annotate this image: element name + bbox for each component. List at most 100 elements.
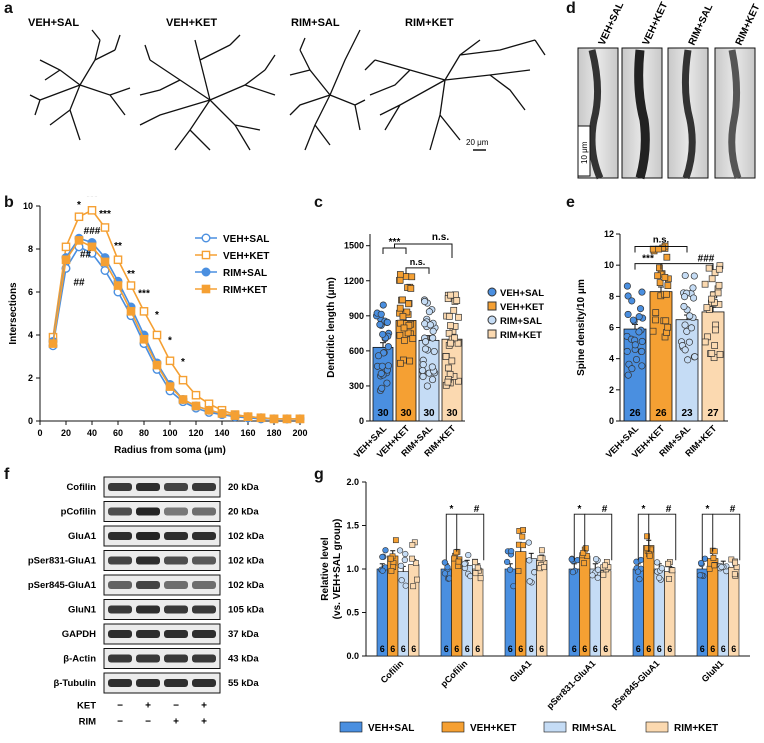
g-legend-swatch	[339, 721, 363, 733]
panel-d-label-1: VEH+KET	[641, 1, 671, 48]
g-dot	[409, 542, 416, 548]
g-dot	[656, 574, 663, 581]
f-band	[136, 556, 160, 565]
e-y-tick-label: 6	[609, 323, 614, 333]
f-ket-label: KET	[77, 701, 96, 712]
b-point	[61, 242, 71, 252]
c-dot	[421, 297, 429, 306]
c-dot	[425, 308, 433, 316]
c-dot	[376, 321, 384, 329]
b-legend-label: VEH+KET	[223, 251, 269, 262]
c-dot	[421, 345, 430, 353]
e-dot	[656, 264, 663, 272]
panel-letter-g: g	[314, 466, 324, 483]
g-legend-label: RIM+KET	[674, 723, 718, 734]
f-band	[164, 532, 188, 540]
c-dot	[379, 330, 387, 338]
c-dot	[400, 324, 408, 332]
b-annotation: ***	[138, 288, 150, 299]
e-dot	[690, 272, 698, 280]
g-dot	[537, 555, 544, 562]
c-dot	[447, 322, 454, 329]
b-x-tick-label: 80	[139, 428, 149, 438]
g-bar	[376, 568, 388, 657]
f-protein-label: GluN1	[68, 605, 97, 616]
c-y-tick-label: 0	[359, 416, 364, 426]
c-dot	[384, 343, 392, 351]
b-annotation: ***	[99, 209, 111, 220]
b-point	[191, 390, 201, 400]
f-band	[136, 581, 160, 589]
g-dot	[711, 548, 718, 555]
e-dot	[664, 282, 672, 289]
f-band	[192, 556, 216, 565]
c-dot	[377, 369, 385, 378]
e-sig-label: ***	[642, 254, 654, 265]
c-sig-bracket	[405, 267, 430, 274]
g-n-label: 6	[454, 644, 459, 654]
g-legend-label: VEH+KET	[470, 723, 516, 734]
g-category-label: pSer845-GluA1	[609, 658, 662, 711]
g-dot	[666, 576, 672, 582]
c-dot	[421, 320, 429, 328]
b-point	[87, 242, 97, 252]
c-dot	[374, 352, 383, 360]
f-band	[108, 532, 132, 540]
g-dot	[580, 550, 587, 556]
g-legend-label: VEH+SAL	[368, 723, 414, 734]
e-n-label: 26	[655, 408, 667, 419]
e-dot	[681, 293, 689, 301]
g-n-label: 6	[667, 644, 672, 654]
f-protein-label: pSer845-GluA1	[28, 580, 97, 591]
b-legend-marker	[201, 267, 211, 277]
e-y-axis-label: Spine density/10 μm	[576, 279, 587, 376]
e-sig-bracket	[634, 245, 688, 253]
f-kda-label: 20 kDa	[228, 482, 259, 493]
neuron-veh-sal	[29, 29, 131, 141]
b-point	[126, 281, 136, 290]
g-dot	[477, 575, 484, 582]
g-dot	[634, 568, 642, 575]
g-n-label: 6	[593, 644, 598, 654]
panel-d-spine-images: VEH+SAL VEH+KET RIM+SAL RIM+KET 10 μm	[577, 1, 762, 180]
c-dot	[450, 306, 458, 314]
b-legend-marker	[201, 250, 211, 260]
c-dot	[428, 363, 436, 371]
b-point	[113, 281, 123, 290]
f-rim-label: RIM	[79, 717, 97, 728]
f-band	[192, 532, 216, 540]
f-protein-label: pCofilin	[61, 507, 97, 518]
e-y-tick-label: 2	[609, 385, 614, 395]
c-legend-label: RIM+SAL	[500, 316, 542, 327]
g-dot	[520, 527, 526, 533]
c-legend-label: VEH+KET	[500, 302, 544, 313]
g-n-label: 6	[572, 644, 577, 654]
g-sig-star: *	[578, 504, 582, 515]
g-dot	[388, 568, 395, 574]
c-dot	[383, 379, 391, 387]
g-bar	[707, 558, 719, 657]
g-dot	[654, 559, 661, 566]
g-dot	[398, 577, 405, 584]
e-dot	[703, 304, 711, 311]
e-dot	[715, 281, 723, 289]
e-dot	[708, 275, 716, 283]
g-sig-star: *	[706, 504, 710, 515]
g-n-label: 6	[380, 644, 385, 654]
g-sig-bracket	[456, 513, 485, 561]
g-y-tick-label: 1.5	[346, 521, 359, 531]
g-category-label: pSer831-GluA1	[545, 658, 598, 711]
b-point	[113, 255, 123, 265]
e-dot	[684, 356, 692, 364]
f-ket-sign: −	[117, 701, 123, 712]
c-dot	[429, 327, 437, 335]
e-dot	[701, 280, 709, 288]
panel-letter-d: d	[566, 0, 576, 17]
e-y-tick-label: 0	[609, 416, 614, 426]
b-point	[269, 414, 279, 424]
f-band	[136, 507, 160, 516]
f-ket-sign: +	[201, 701, 207, 712]
f-band	[192, 581, 216, 589]
b-point	[256, 413, 266, 423]
